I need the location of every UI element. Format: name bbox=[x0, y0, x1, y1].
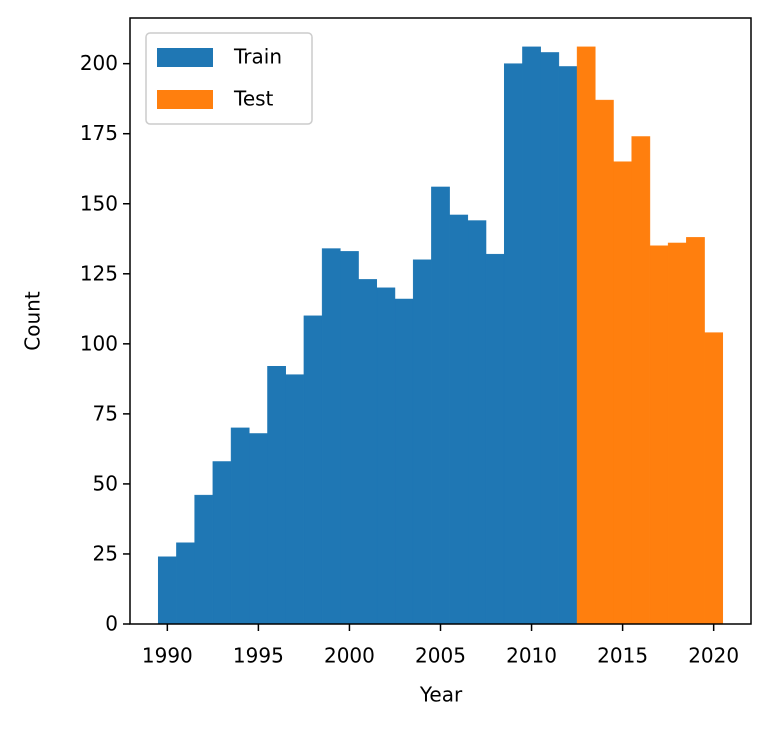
bar bbox=[340, 251, 359, 625]
y-tick-label: 100 bbox=[80, 331, 118, 355]
bar bbox=[412, 259, 432, 625]
bar bbox=[194, 494, 214, 625]
legend-swatch bbox=[157, 48, 213, 67]
bar bbox=[321, 248, 341, 625]
bar bbox=[157, 556, 177, 625]
x-tick-label: 2005 bbox=[415, 644, 466, 668]
x-axis-label: Year bbox=[419, 683, 463, 707]
bar bbox=[249, 433, 268, 625]
y-tick-label: 25 bbox=[93, 541, 118, 565]
y-tick-label: 200 bbox=[80, 51, 118, 75]
bar bbox=[394, 298, 414, 625]
y-tick-label: 125 bbox=[80, 261, 118, 285]
bar bbox=[613, 161, 632, 625]
legend-label: Train bbox=[233, 45, 282, 69]
bar bbox=[558, 66, 578, 625]
bar bbox=[303, 315, 323, 625]
bar bbox=[212, 461, 232, 625]
bar bbox=[667, 242, 687, 625]
y-tick-label: 50 bbox=[93, 471, 118, 495]
bar bbox=[485, 253, 505, 625]
bar bbox=[631, 136, 651, 625]
legend-label: Test bbox=[233, 87, 274, 111]
x-tick-label: 1990 bbox=[142, 644, 193, 668]
plot-frame bbox=[129, 17, 752, 625]
bar bbox=[540, 52, 560, 625]
legend-frame bbox=[145, 32, 313, 125]
y-tick-label: 0 bbox=[105, 612, 118, 636]
x-tick-label: 2000 bbox=[324, 644, 375, 668]
bar bbox=[267, 365, 286, 625]
bar bbox=[376, 287, 396, 625]
bar bbox=[285, 374, 305, 625]
bar bbox=[431, 186, 450, 625]
bar bbox=[649, 245, 669, 625]
bar bbox=[576, 46, 596, 625]
bar bbox=[503, 63, 523, 625]
legend-swatch bbox=[157, 90, 213, 109]
legend: Train Test bbox=[145, 32, 313, 125]
bar bbox=[522, 46, 541, 625]
bar bbox=[449, 214, 469, 625]
y-axis-label: Count bbox=[21, 291, 45, 351]
bar bbox=[595, 99, 614, 625]
x-tick-label: 1995 bbox=[233, 644, 284, 668]
y-tick-label: 150 bbox=[80, 191, 118, 215]
bar bbox=[686, 237, 705, 625]
y-tick-label: 75 bbox=[93, 401, 118, 425]
bar bbox=[358, 279, 378, 625]
bar bbox=[230, 427, 250, 625]
x-tick-label: 2015 bbox=[597, 644, 648, 668]
x-tick-label: 2010 bbox=[506, 644, 557, 668]
y-tick-label: 175 bbox=[80, 121, 118, 145]
x-tick-label: 2020 bbox=[688, 644, 739, 668]
bar bbox=[467, 220, 487, 625]
bar bbox=[704, 332, 724, 625]
bar bbox=[176, 542, 195, 625]
